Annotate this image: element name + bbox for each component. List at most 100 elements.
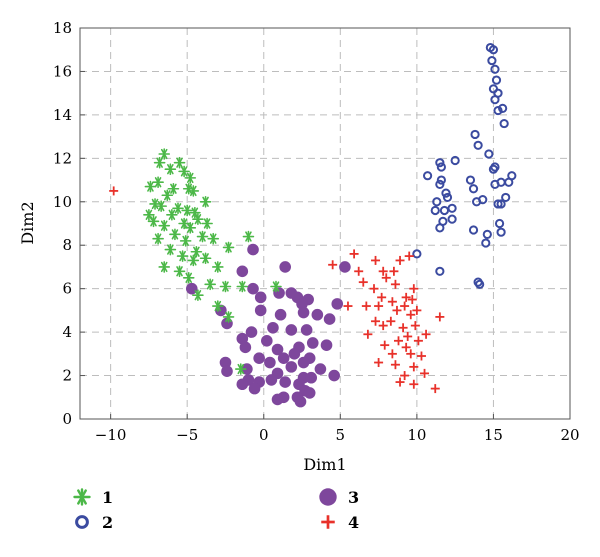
series-4-point: [387, 349, 397, 359]
series-3-point: [306, 337, 319, 349]
series-4-point: [371, 255, 381, 265]
legend-label: 3: [348, 488, 359, 507]
series-4-point: [374, 301, 384, 311]
series-4-point: [358, 277, 368, 287]
series-4-point: [421, 329, 431, 339]
legend-marker-3: [319, 488, 337, 506]
series-3-point: [185, 282, 198, 295]
series-4-point: [400, 371, 410, 381]
series-1-point: [158, 148, 171, 160]
series-1-point: [178, 165, 190, 178]
series-1-point: [236, 280, 249, 293]
series-4-point: [343, 301, 353, 311]
series-4-point: [407, 295, 417, 305]
series-1-point: [222, 311, 235, 323]
x-tick-label: 15: [484, 426, 503, 444]
series-2-point: [430, 205, 440, 216]
series-2-point: [470, 129, 480, 140]
series-2-point: [484, 149, 494, 159]
series-2-point: [465, 175, 476, 185]
series-3-point: [285, 324, 298, 336]
series-2-point: [436, 162, 446, 172]
legend-label: 4: [348, 513, 359, 532]
series-3-point: [300, 324, 313, 336]
series-1-point: [176, 250, 189, 262]
series-4-point: [420, 368, 430, 378]
series-3-point: [264, 356, 276, 369]
x-tick-label: 10: [407, 426, 426, 444]
series-2-point: [490, 179, 500, 189]
series-4-point: [369, 284, 379, 294]
series-1-point: [178, 217, 190, 230]
legend-marker-2: [75, 515, 89, 529]
series-2-point: [439, 205, 450, 216]
series-1-point: [147, 215, 160, 228]
series-3-point: [253, 352, 265, 364]
series-2-point: [496, 227, 506, 237]
plot-area: [80, 28, 570, 419]
series-2-point: [435, 179, 445, 189]
series-4-point: [354, 266, 364, 276]
series-2-point: [493, 199, 503, 209]
series-3-point: [305, 371, 318, 384]
series-1-point: [184, 172, 197, 184]
x-tick-label: −10: [95, 426, 127, 444]
series-2-point: [442, 192, 453, 203]
series-4-point: [328, 260, 338, 270]
series-4-point: [109, 186, 119, 196]
series-1-point: [155, 200, 167, 212]
y-tick-label: 6: [62, 280, 72, 298]
series-1-point: [192, 213, 204, 225]
series-2-point: [487, 55, 497, 66]
series-1-point: [143, 209, 155, 221]
series-1-point: [153, 156, 166, 169]
series-1-point: [152, 232, 164, 245]
y-tick-label: 12: [53, 149, 72, 167]
series-2-point: [481, 238, 491, 248]
series-3-point: [254, 304, 267, 317]
series-1-point: [164, 243, 177, 256]
y-tick-label: 14: [53, 106, 72, 124]
legend-label: 1: [102, 488, 113, 507]
y-tick-label: 8: [62, 236, 72, 254]
series-1-point: [158, 261, 171, 273]
y-tick-label: 18: [53, 19, 72, 37]
series-4-point: [416, 351, 426, 361]
series-2-point: [490, 64, 500, 74]
series-3-point: [247, 282, 259, 295]
series-1-point: [219, 280, 232, 293]
series-3-point: [311, 308, 324, 321]
series-2-point: [441, 188, 451, 198]
series-1-point: [196, 230, 209, 243]
series-1-point: [234, 363, 247, 375]
series-4-point: [435, 312, 445, 322]
series-1-point: [161, 189, 174, 202]
series-1-point: [187, 185, 200, 197]
plot-frame: [79, 27, 571, 420]
series-3-point: [323, 313, 336, 325]
series-1-point: [179, 235, 192, 247]
series-4-point: [400, 301, 410, 311]
series-3-point: [285, 287, 298, 299]
series-4-point: [389, 266, 399, 276]
series-3-point: [288, 348, 301, 360]
series-4-point: [395, 377, 405, 387]
x-tick-label: −5: [176, 426, 198, 444]
series-4-point: [386, 316, 396, 326]
series-4-point: [361, 301, 371, 311]
series-1-point: [173, 156, 186, 169]
series-4-point: [381, 273, 391, 283]
x-tick-label: 0: [259, 426, 269, 444]
series-3-point: [265, 374, 278, 386]
y-tick-label: 2: [62, 367, 72, 385]
series-3-point: [221, 365, 233, 378]
series-2-point: [498, 103, 508, 113]
series-3-point: [236, 265, 249, 278]
series-2-point: [471, 197, 482, 207]
series-4-point: [398, 323, 408, 333]
legend-label: 2: [102, 513, 113, 532]
series-4-point: [409, 379, 419, 389]
series-1-point: [167, 182, 180, 195]
series-3-point: [236, 378, 249, 391]
series-3-point: [297, 306, 310, 319]
